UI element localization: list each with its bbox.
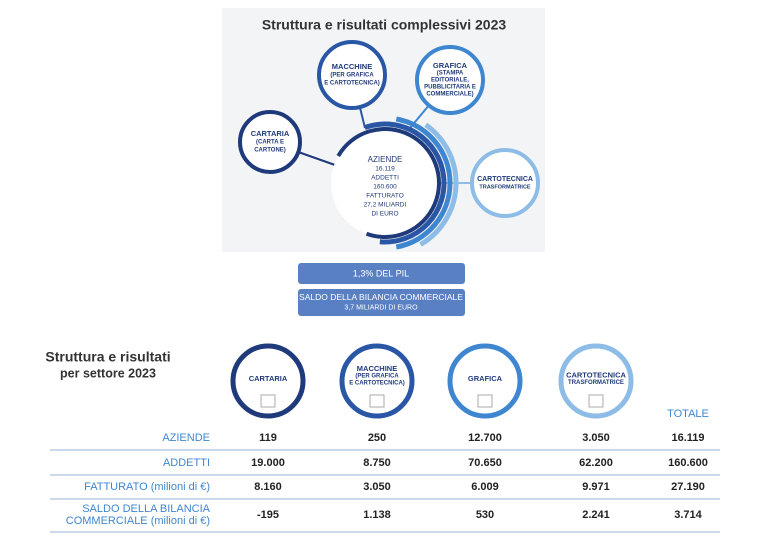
cell: 19.000 (251, 457, 285, 469)
cell: 3.050 (582, 432, 610, 444)
sector-label: CARTARIA (251, 129, 290, 138)
row-label: FATTURATO (milioni di €) (84, 481, 210, 493)
center-arc (363, 121, 447, 245)
sector-label: (PER GRAFICA (330, 73, 374, 79)
column-icon (477, 394, 493, 408)
cell: 12.700 (468, 432, 502, 444)
row-label: ADDETTI (163, 457, 210, 469)
cell: 3.050 (363, 481, 391, 493)
column-icon (369, 394, 385, 408)
cell: 160.600 (668, 457, 708, 469)
sector-circle (238, 110, 302, 174)
column-circle (558, 343, 634, 419)
balance-bar (298, 289, 465, 316)
sector-circle (415, 45, 485, 115)
cell: 1.138 (363, 509, 391, 521)
center-text: DI EURO (371, 211, 398, 218)
sector-label: PUBBLICITARIA E (424, 85, 476, 91)
sector-label: COMMERCIALE) (426, 92, 473, 98)
column-label: MACCHINE (357, 364, 397, 373)
center-text: AZIENDE (368, 155, 403, 164)
row-label: COMMERCIALE (milioni di €) (66, 515, 210, 527)
sector-label: CARTONE) (254, 148, 286, 154)
center-text: 160.600 (373, 184, 397, 191)
center-text: FATTURATO (366, 193, 404, 200)
cell: 16.119 (671, 432, 704, 444)
column-label: CARTARIA (249, 374, 288, 383)
center-text: 16.119 (375, 166, 395, 173)
cell: 119 (259, 432, 277, 444)
sector-circle (317, 40, 387, 110)
cell: 6.009 (471, 481, 499, 493)
cell: 9.971 (582, 481, 610, 493)
center-arc (395, 116, 453, 250)
sector-circle (470, 148, 540, 218)
column-label: E CARTOTECNICA) (349, 381, 405, 387)
center-text: 27,2 MILIARDI (364, 202, 407, 209)
column-icon (588, 394, 604, 408)
sector-label: (CARTA E (256, 140, 284, 146)
cell: 530 (476, 509, 494, 521)
sector-label: CARTOTECNICA (477, 176, 533, 183)
cell: 27.190 (671, 481, 705, 493)
table-title: per settore 2023 (60, 366, 156, 380)
balance-text: SALDO DELLA BILANCIA COMMERCIALE (299, 292, 463, 302)
cell: 8.160 (254, 481, 282, 493)
column-label: CARTOTECNICA (566, 370, 626, 379)
center-arc (419, 122, 459, 247)
sector-label: E CARTOTECNICA) (324, 81, 380, 87)
row-label: SALDO DELLA BILANCIA (82, 503, 210, 515)
balance-text: 3,7 MILIARDI DI EURO (344, 304, 418, 311)
column-circle (339, 343, 415, 419)
center-text: ADDETTI (371, 175, 399, 182)
column-circle (230, 343, 306, 419)
cell: 62.200 (579, 457, 613, 469)
cell: 2.241 (582, 509, 610, 521)
sector-label: EDITORIALE, (431, 78, 469, 84)
pil-bar (298, 263, 465, 284)
sector-label: MACCHINE (332, 62, 372, 71)
cell: 8.750 (363, 457, 391, 469)
cell: -195 (257, 509, 279, 521)
pil-text: 1,3% DEL PIL (353, 268, 409, 278)
column-label: (PER GRAFICA (355, 374, 399, 380)
sector-label: TRASFORMATRICE (479, 184, 531, 190)
cell: 3.714 (674, 509, 702, 521)
table-title: Struttura e risultati (45, 349, 170, 365)
sector-label: GRAFICA (433, 61, 468, 70)
center-arc (336, 127, 441, 239)
cell: 250 (368, 432, 386, 444)
total-header: TOTALE (667, 408, 709, 420)
cell: 70.650 (468, 457, 502, 469)
overview-title: Struttura e risultati complessivi 2023 (262, 17, 507, 33)
column-label: TRASFORMATRICE (568, 380, 624, 386)
sector-label: (STAMPA (437, 71, 464, 77)
row-label: AZIENDE (162, 432, 210, 444)
column-icon (260, 394, 276, 408)
column-label: GRAFICA (468, 374, 503, 383)
center-circle (331, 129, 439, 237)
column-circle (447, 343, 523, 419)
